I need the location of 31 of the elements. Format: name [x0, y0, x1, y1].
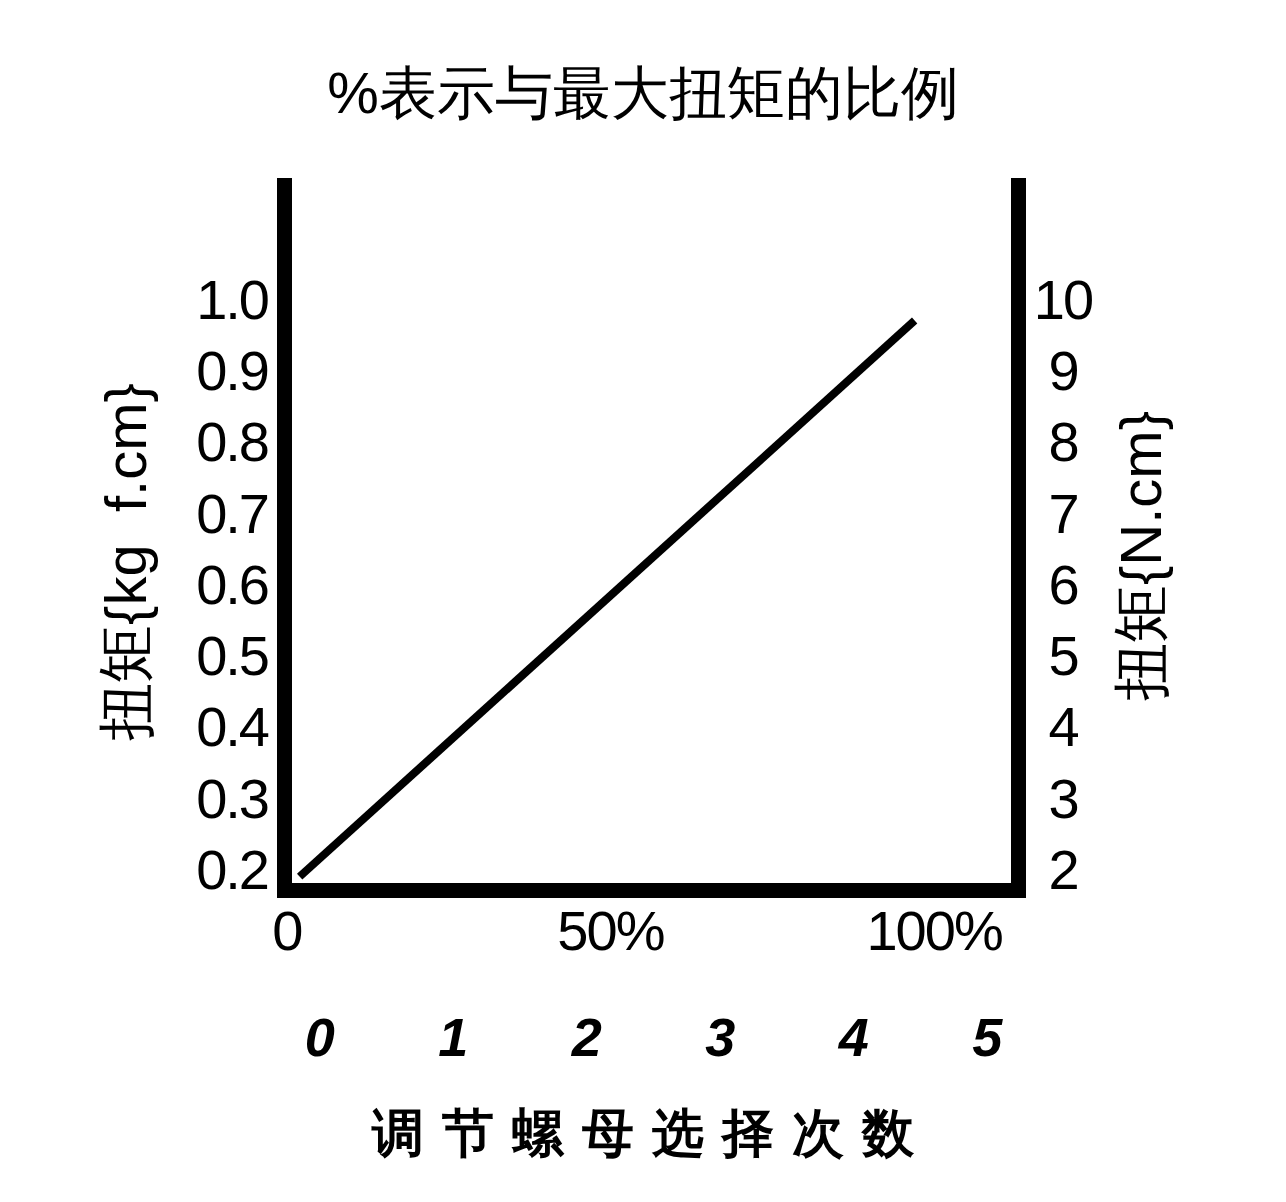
y2-tick-label: 9 [1048, 338, 1078, 402]
y2-tick-label: 3 [1048, 766, 1078, 830]
x-tick-label: 0 [272, 899, 302, 962]
y-axis-title: 扭矩{kg f.cm} [92, 383, 158, 741]
y2-tick-label: 10 [1033, 267, 1093, 331]
y-tick-label: 0.7 [196, 481, 268, 545]
x2-tick-label: 3 [705, 1007, 736, 1067]
y-tick-label: 0.9 [196, 338, 268, 402]
y-tick-label: 0.2 [196, 837, 268, 901]
x-tick-label: 50% [557, 899, 664, 962]
x2-tick-label: 0 [304, 1007, 335, 1067]
y-tick-label: 0.6 [196, 552, 268, 616]
x2-tick-label: 1 [438, 1007, 469, 1067]
x-tick-label: 100% [866, 899, 1002, 962]
y2-tick-label: 5 [1048, 624, 1078, 688]
y-tick-label: 0.8 [196, 410, 268, 474]
y-tick-label: 0.4 [196, 695, 269, 759]
y2-tick-label: 2 [1048, 837, 1078, 901]
y2-tick-label: 8 [1048, 410, 1078, 474]
x2-tick-label: 4 [837, 1007, 869, 1067]
y-tick-label: 1.0 [196, 267, 268, 331]
x-axis-title: 调节螺母选择次数 [371, 1104, 932, 1162]
x2-tick-label: 5 [972, 1007, 1004, 1067]
y-tick-label: 0.3 [196, 766, 268, 830]
y-tick-label: 0.5 [196, 624, 268, 688]
y2-axis-title: 扭矩{N.cm} [1107, 410, 1173, 702]
y2-tick-label: 6 [1048, 552, 1078, 616]
y2-tick-label: 7 [1048, 481, 1078, 545]
y2-tick-label: 4 [1048, 695, 1079, 759]
x2-tick-label: 2 [570, 1007, 602, 1067]
chart-title: %表示与最大扭矩的比例 [327, 59, 959, 125]
